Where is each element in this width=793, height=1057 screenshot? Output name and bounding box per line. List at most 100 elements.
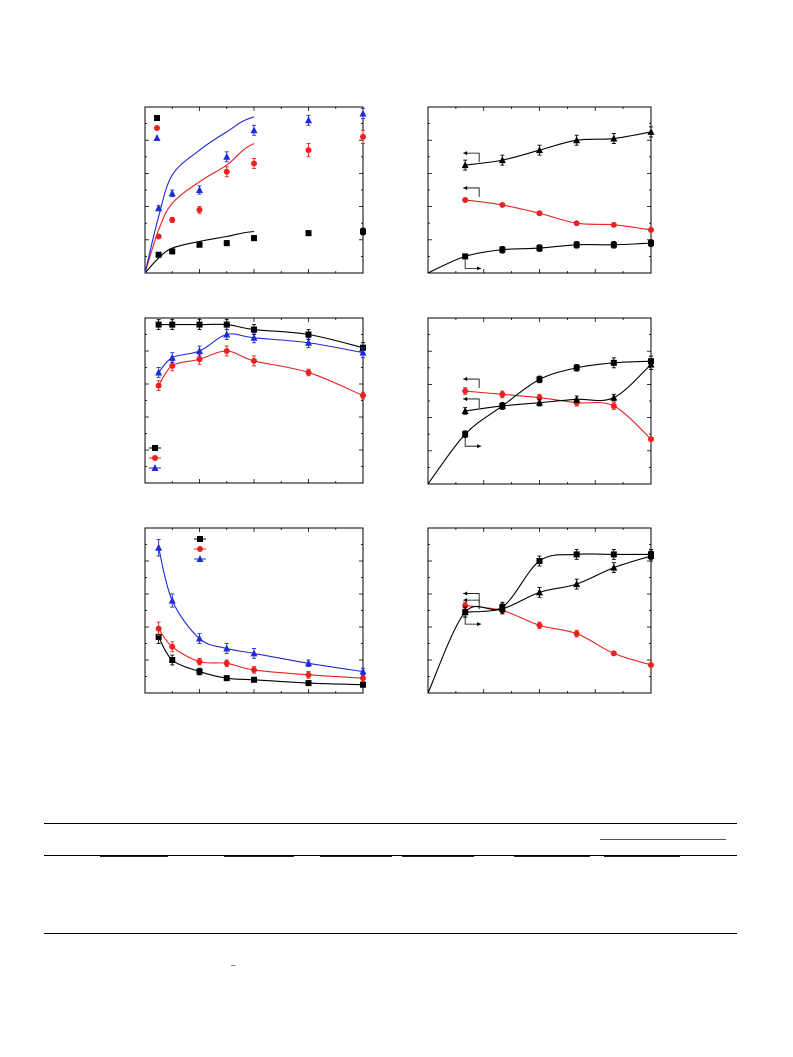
panel-c-series-2-point: [196, 356, 203, 363]
panel-b-series-2-axis-arrowhead: [463, 185, 468, 190]
panel-c-series-3-point: [223, 330, 231, 338]
panel-a-series-1-point: [169, 248, 176, 255]
panel-b-series-1-point: [647, 127, 655, 135]
panel-d-series-1-axis-arrow: [463, 378, 480, 389]
panel-d-series-2-point: [536, 398, 543, 406]
panel-e-series-2-point: [360, 675, 366, 682]
panel-c-series-2-point: [360, 392, 366, 399]
panel-e-series-3-point: [196, 634, 203, 642]
panel-f-series-3-point: [648, 551, 654, 558]
panel-e-series-3-point: [168, 596, 176, 604]
panel-b-series-2-point: [536, 210, 543, 217]
panel-a-series-1-point: [251, 235, 257, 242]
panel-b-series-2-point: [573, 220, 580, 227]
panel-b-series-3-point: [610, 241, 617, 248]
panel-e-series-3-point: [155, 543, 163, 551]
panel-a-series-2-point: [251, 160, 257, 167]
table-subheader-underline: [600, 839, 726, 840]
panel-c-series-3-point: [196, 347, 203, 354]
panel-b-series-1-point: [573, 136, 581, 144]
panel-a-series-2-point: [155, 233, 162, 240]
panel-b-series-3-point: [573, 241, 580, 248]
panel-e-series-1-point: [196, 668, 203, 675]
panel-a-series-2-point: [169, 216, 176, 223]
panel-c-series-1-point: [169, 321, 176, 328]
panel-d-series-3-point: [499, 402, 506, 409]
panel-d-series-2-point: [573, 395, 581, 403]
panel-a-series-3-point: [196, 186, 203, 193]
panel-f-series-1-point: [536, 622, 543, 629]
panel-c-series-2-point: [305, 369, 312, 376]
panel-f-series-3-point: [536, 558, 543, 564]
panel-a-series-2-point: [360, 133, 366, 140]
panel-f-series-3-point: [610, 551, 617, 558]
panel-a-series-1-point: [196, 241, 203, 248]
panel-f-series-3-point: [499, 604, 506, 611]
panel-e-legend-marker: [196, 555, 204, 562]
panel-d-series-3-point: [573, 364, 580, 371]
panel-b-series-1-line: [465, 131, 652, 166]
panel-b-series-2-point: [648, 226, 654, 233]
panel-e-series-1-line: [158, 636, 364, 686]
panel-a-series-3-point: [155, 204, 163, 212]
panel-c-series-3-point: [155, 368, 163, 376]
panel-e-series-2-point: [196, 658, 203, 665]
panel-b-series-3-point: [648, 240, 654, 247]
panel-d-series-2-line: [465, 364, 652, 412]
panel-e-series-1-point: [169, 657, 176, 663]
panel-d-series-1-axis-arrowhead: [463, 377, 468, 382]
panel-b-series-1-point: [536, 146, 543, 154]
panel-e-series-2-point: [155, 625, 162, 632]
panel-e-series-3-point: [250, 649, 258, 657]
panel-f-series-1-point: [648, 661, 654, 668]
panel-b-series-1-axis-arrowhead: [463, 151, 468, 156]
panel-f-series-1-axis-arrow: [463, 593, 480, 603]
panel-b-series-2-point: [610, 221, 617, 228]
panel-f-series-3-axis-arrow: [464, 609, 482, 625]
panel-a-series-3-point: [223, 152, 231, 160]
panel-a-series-1-line: [144, 230, 255, 274]
panel-d-series-3-point: [648, 358, 654, 365]
panel-c-series-2-point: [155, 382, 162, 389]
panel-d-series-1-point: [648, 436, 654, 443]
panel-e-series-3-line: [158, 547, 364, 673]
panel-c-series-1-point: [305, 331, 312, 338]
panel-c-legend-marker: [152, 445, 158, 451]
panel-d-series-1-point: [610, 402, 617, 409]
panel-e-series-1-point: [155, 633, 162, 640]
panel-d-series-2-axis-arrow: [463, 398, 480, 408]
panel-a-series-3-line: [144, 116, 255, 274]
table-top-rule: [44, 823, 737, 824]
panel-f-series-2-point: [610, 563, 618, 571]
panel-e-series-3-point: [305, 659, 312, 667]
panel-b-series-2-line: [465, 199, 652, 231]
panel-a-series-2-line: [144, 143, 255, 274]
panel-e-series-2-line: [158, 628, 364, 679]
panel-a-series-1-point: [305, 230, 312, 237]
panel-d-series-1-point: [462, 388, 469, 395]
panel-c-series-2-line: [158, 350, 364, 397]
panel-c-series-3-point: [359, 348, 367, 356]
panel-e-series-2-point: [223, 660, 230, 667]
panel-b-series-1-point: [610, 134, 618, 142]
panel-b-series-1-point: [498, 156, 506, 164]
panel-b-series-3-point: [536, 245, 543, 252]
panel-e-legend-marker: [197, 546, 203, 552]
panel-e-series-1-point: [223, 675, 230, 682]
panel-f-series-1-point: [573, 630, 580, 637]
panel-b-series-2-axis-arrow: [463, 187, 480, 197]
panel-a-series-1-point: [155, 251, 162, 258]
panel-c-series-3-point: [305, 338, 312, 346]
panel-d-series-2-axis-arrowhead: [463, 396, 468, 401]
panel-b-series-1-point: [461, 161, 469, 169]
panel-c-series-3-point: [168, 353, 176, 361]
panel-f-series-1-axis-arrowhead: [463, 591, 468, 596]
panel-a-series-2-point: [223, 168, 230, 175]
panel-a-series-1-point: [223, 240, 230, 247]
panel-e-series-1-point: [360, 681, 366, 688]
panel-d-series-2-point: [610, 393, 618, 401]
panel-e-series-3-point: [359, 667, 367, 675]
panel-c-series-3-point: [250, 333, 258, 341]
panel-f-series-2-axis-arrowhead: [463, 598, 468, 603]
